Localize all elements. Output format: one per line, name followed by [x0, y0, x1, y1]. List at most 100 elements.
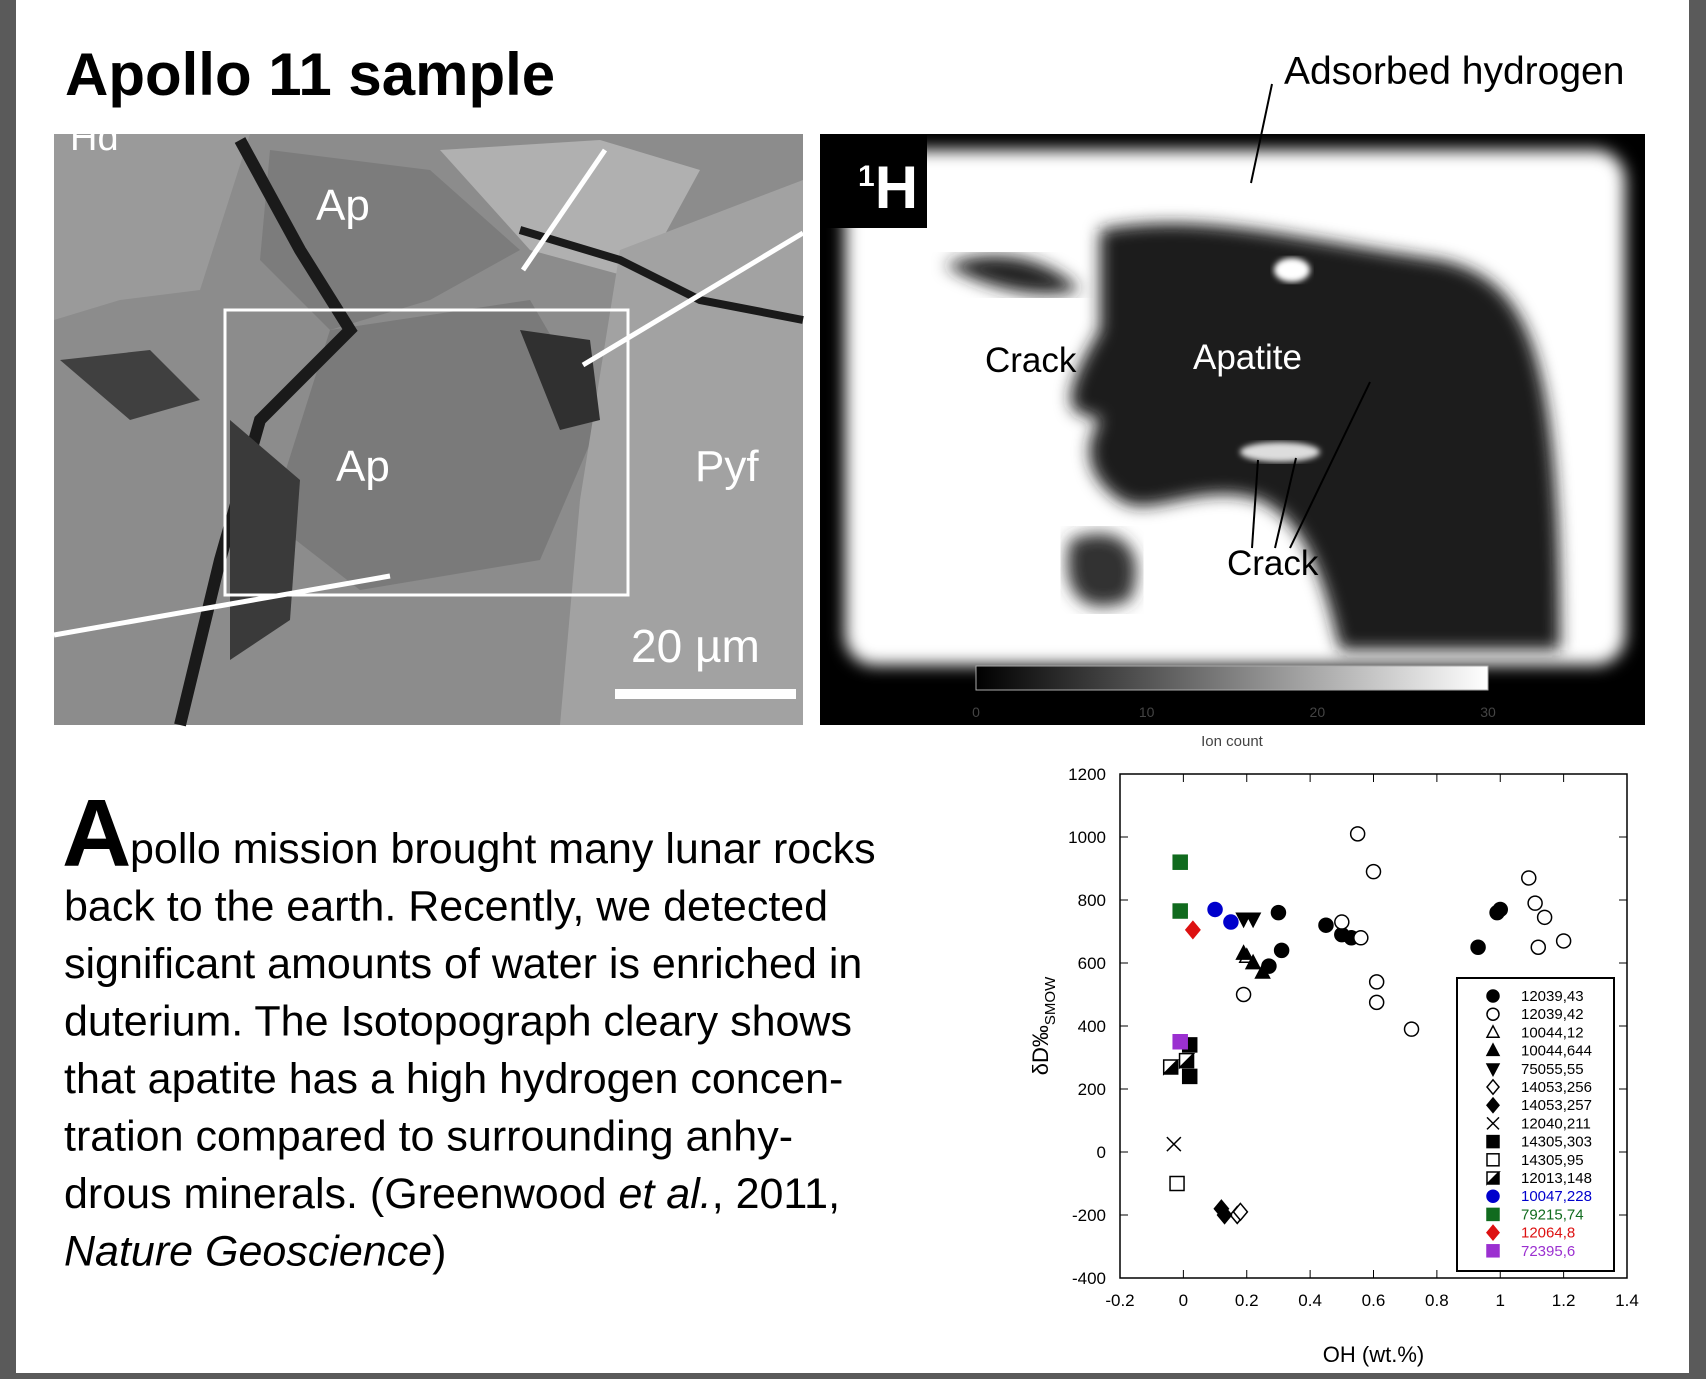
paragraph-line: pollo mission brought many lunar rocks — [130, 825, 876, 873]
callout: Adsorbed hydrogen — [1284, 50, 1624, 93]
slide-title: Apollo 11 sample — [65, 41, 555, 108]
x-tick-label: 1.4 — [1615, 1291, 1639, 1310]
legend-marker — [1487, 1154, 1499, 1166]
y-tick-label: 600 — [1078, 954, 1106, 973]
marker — [1173, 904, 1187, 918]
marker — [1370, 995, 1384, 1009]
text-run: drous minerals. (Greenwood — [64, 1170, 618, 1218]
y-tick-label: 1200 — [1068, 765, 1106, 784]
badge-superscript: 1 — [858, 160, 875, 193]
paragraph-line: drous minerals. (Greenwood et al., 2011, — [64, 1170, 840, 1218]
marker — [1170, 1177, 1184, 1191]
isotope-image — [820, 84, 1645, 725]
marker — [1490, 906, 1504, 920]
colorbar-label: Ion count — [1201, 733, 1264, 750]
marker — [1173, 855, 1187, 869]
x-tick-label: 1 — [1496, 1291, 1505, 1310]
legend-label: 12039,42 — [1521, 1006, 1584, 1023]
image-label: Ap — [316, 181, 370, 230]
scale-bar-label: 20 µm — [631, 620, 760, 672]
legend-label: 75055,55 — [1521, 1061, 1584, 1078]
text-run: tration compared to surrounding anhy- — [64, 1113, 793, 1161]
y-tick-label: 800 — [1078, 891, 1106, 910]
legend-marker — [1487, 1008, 1499, 1020]
marker — [1183, 1069, 1197, 1083]
image-label: Crack — [985, 341, 1077, 380]
marker — [1319, 918, 1333, 932]
y-tick-label: 0 — [1097, 1143, 1106, 1162]
y-tick-label: 1000 — [1068, 828, 1106, 847]
image-label: Apatite — [1193, 338, 1302, 377]
marker — [1367, 865, 1381, 879]
slide: Apollo 11 sample Hd Ap Ap Pyf 20 µm — [0, 0, 1706, 1379]
paragraph: A pollo mission brought many lunar rocks… — [62, 780, 876, 1276]
y-tick-label: -200 — [1072, 1206, 1106, 1225]
paragraph-line: that apatite has a high hydrogen concen- — [64, 1055, 843, 1103]
colorbar-tick-label: 30 — [1480, 704, 1496, 720]
x-tick-label: -0.2 — [1105, 1291, 1134, 1310]
marker — [1354, 931, 1368, 945]
marker — [1538, 910, 1552, 924]
legend-label: 12039,43 — [1521, 988, 1584, 1005]
legend-marker — [1487, 990, 1499, 1002]
text-run: et al. — [618, 1170, 711, 1218]
marker — [1237, 988, 1251, 1002]
legend-label: 72395,6 — [1521, 1243, 1575, 1260]
image-label: Hd — [70, 117, 119, 159]
paragraph-line: duterium. The Isotopograph cleary shows — [64, 998, 852, 1046]
legend-label: 14305,303 — [1521, 1134, 1592, 1151]
colorbar-tick-label: 10 — [1139, 704, 1155, 720]
legend-label: 10044,12 — [1521, 1024, 1584, 1041]
x-axis-label: OH (wt.%) — [1323, 1342, 1424, 1367]
text-run: , 2011, — [712, 1170, 840, 1218]
text-run: duterium. The Isotopograph cleary shows — [64, 998, 852, 1046]
y-tick-label: 400 — [1078, 1017, 1106, 1036]
marker — [1528, 896, 1542, 910]
legend-marker — [1487, 1136, 1499, 1148]
text-run: pollo mission brought many lunar rocks — [130, 825, 876, 873]
marker — [1522, 871, 1536, 885]
x-tick-label: 0.8 — [1425, 1291, 1449, 1310]
legend-label: 14053,257 — [1521, 1097, 1592, 1114]
marker — [1275, 943, 1289, 957]
text-run: that apatite has a high hydrogen concen- — [64, 1055, 843, 1103]
legend-label: 14053,256 — [1521, 1079, 1592, 1096]
marker — [1370, 975, 1384, 989]
legend-label: 12040,211 — [1521, 1115, 1591, 1132]
paragraph-line: Nature Geoscience) — [64, 1228, 446, 1276]
x-tick-label: 1.2 — [1552, 1291, 1576, 1310]
drop-cap: A — [62, 780, 131, 887]
image-label: Ap — [336, 442, 390, 491]
text-run: back to the earth. Recently, we detected — [64, 883, 828, 931]
marker — [1173, 1035, 1187, 1049]
legend-label: 10044,644 — [1521, 1043, 1592, 1060]
badge-element: H — [875, 154, 918, 221]
y-axis-label-sub: SMOW — [1042, 976, 1059, 1025]
legend-label: 12013,148 — [1521, 1170, 1592, 1187]
legend-label: 10047,228 — [1521, 1188, 1592, 1205]
marker — [1471, 940, 1485, 954]
colorbar-tick-label: 0 — [972, 704, 980, 720]
marker — [1351, 827, 1365, 841]
image-label: Pyf — [695, 442, 759, 491]
text-run: Nature Geoscience — [64, 1228, 432, 1276]
colorbar-tick-label: 20 — [1310, 704, 1326, 720]
text-run: ) — [432, 1228, 446, 1276]
marker — [1557, 934, 1571, 948]
x-tick-label: 0.6 — [1362, 1291, 1386, 1310]
y-tick-label: -400 — [1072, 1269, 1106, 1288]
marker — [1405, 1022, 1419, 1036]
paragraph-line: significant amounts of water is enriched… — [64, 940, 862, 988]
x-tick-label: 0 — [1179, 1291, 1188, 1310]
marker — [1208, 902, 1222, 916]
legend-marker — [1487, 1208, 1499, 1220]
legend-marker — [1487, 1190, 1499, 1202]
marker — [1531, 940, 1545, 954]
x-tick-label: 0.4 — [1298, 1291, 1322, 1310]
legend-label: 12064,8 — [1521, 1225, 1575, 1242]
legend-marker — [1487, 1245, 1499, 1257]
marker — [1271, 906, 1285, 920]
y-axis-label-main: δD‰ — [1028, 1025, 1053, 1075]
x-tick-label: 0.2 — [1235, 1291, 1259, 1310]
legend-label: 79215,74 — [1521, 1206, 1584, 1223]
